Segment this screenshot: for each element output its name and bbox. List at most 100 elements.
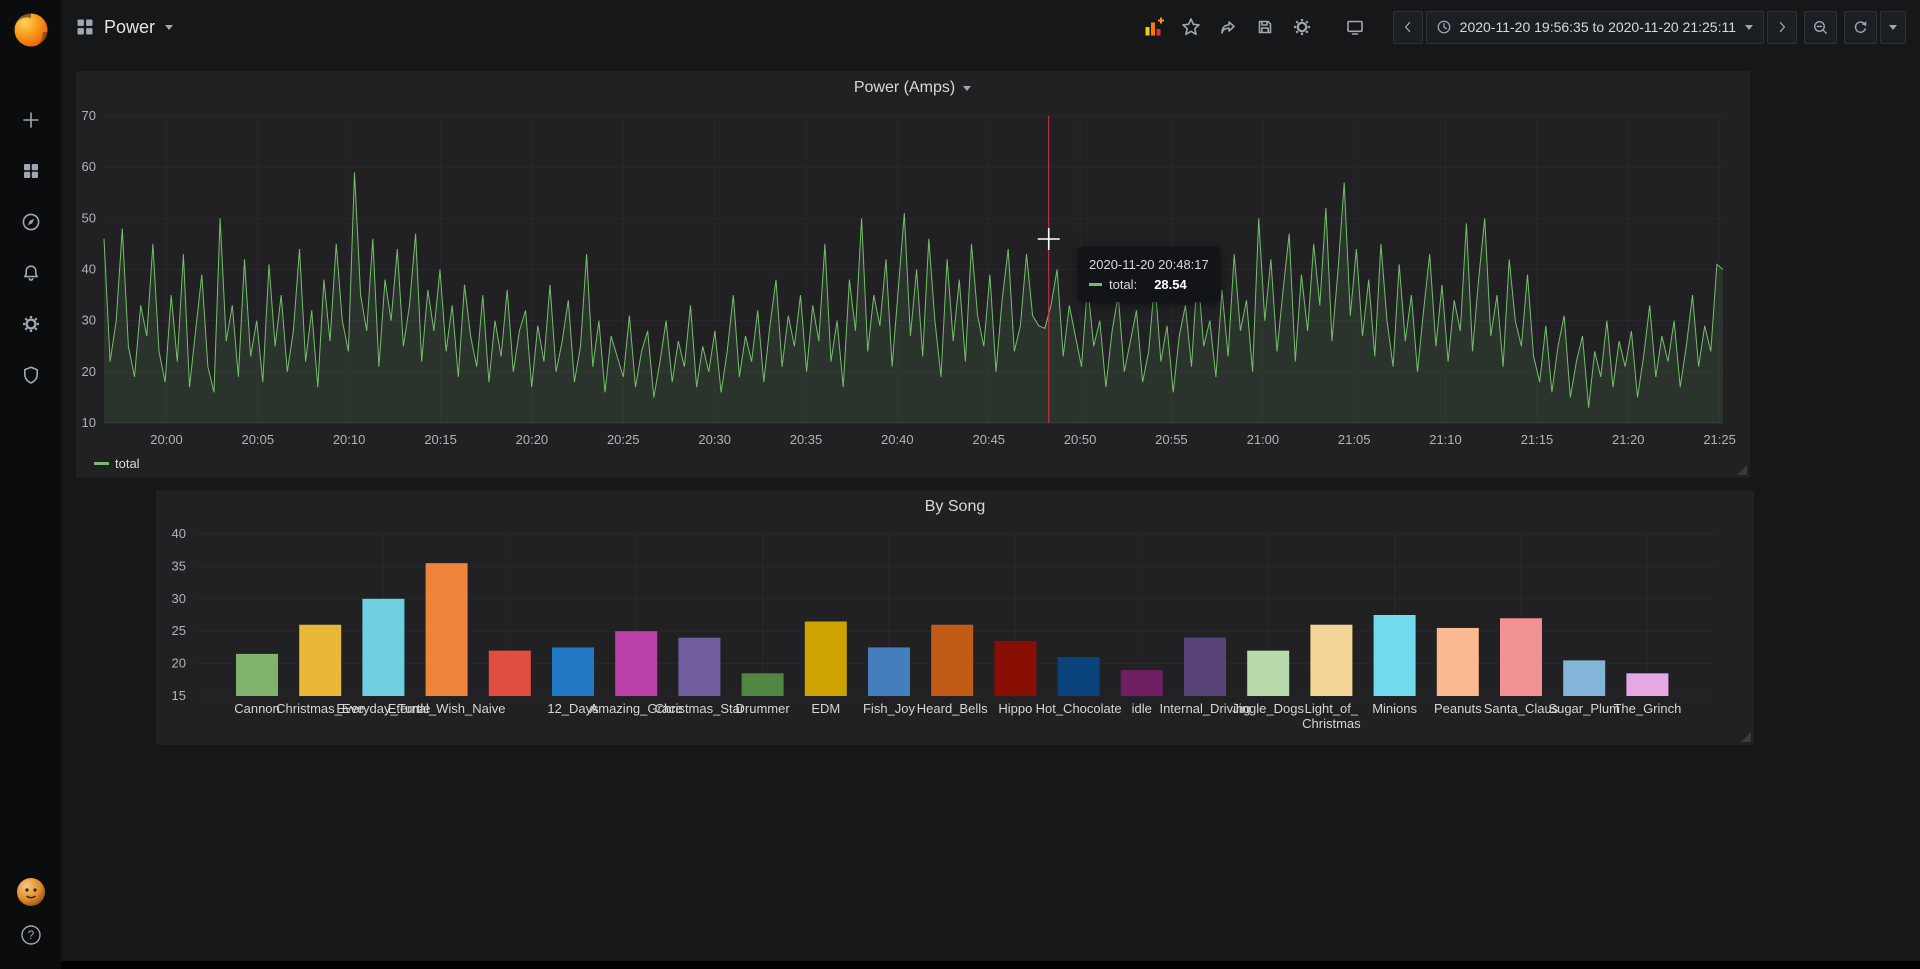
- power-time-series-chart[interactable]: 10 20 30 40 50 60 70 20:00 20:05 20:10 20:15 20:20 2…: [76, 105, 1750, 478]
- svg-text:21:20: 21:20: [1612, 432, 1645, 447]
- panel-power-title[interactable]: Power (Amps): [76, 71, 1750, 105]
- svg-text:20:35: 20:35: [790, 432, 823, 447]
- panel-title-text: By Song: [924, 498, 986, 515]
- svg-text:Amazing_Grace: Amazing_Grace: [590, 701, 683, 716]
- dashboard-picker[interactable]: Power: [75, 17, 174, 38]
- gear-icon: [22, 316, 39, 332]
- svg-text:20:40: 20:40: [881, 432, 914, 447]
- help-button[interactable]: ?: [19, 923, 43, 947]
- svg-text:70: 70: [82, 108, 96, 123]
- share-button[interactable]: [1213, 12, 1243, 42]
- svg-text:21:05: 21:05: [1338, 432, 1371, 447]
- chart-legend: total: [94, 456, 140, 471]
- dashboard-settings-button[interactable]: [1287, 12, 1317, 42]
- series-color-dash: [1089, 282, 1102, 286]
- svg-text:Hot_Chocolate: Hot_Chocolate: [1036, 701, 1122, 716]
- dashboard-title: Power: [104, 16, 156, 37]
- tooltip-timestamp: 2020-11-20 20:48:17: [1089, 257, 1209, 272]
- svg-text:50: 50: [82, 210, 96, 225]
- svg-text:30: 30: [172, 591, 186, 606]
- svg-text:20:30: 20:30: [698, 432, 731, 447]
- panel-by-song: By Song 15 20 25 30 35 40 Cannon Christmas_Eve E…: [156, 490, 1754, 745]
- save-button[interactable]: [1250, 12, 1280, 42]
- svg-text:20:50: 20:50: [1064, 432, 1097, 447]
- svg-text:The_Grinch: The_Grinch: [1613, 701, 1681, 716]
- clock-icon: [1437, 20, 1451, 34]
- cycle-view-button[interactable]: [1340, 12, 1370, 42]
- chart-tooltip: 2020-11-20 20:48:17 total: 28.54: [1078, 247, 1220, 302]
- help-icon: ?: [20, 925, 41, 945]
- zoom-out-button[interactable]: [1804, 10, 1837, 44]
- dashboards-icon: [23, 164, 38, 178]
- share-icon: [1220, 21, 1235, 34]
- svg-text:20:05: 20:05: [242, 432, 275, 447]
- svg-text:21:10: 21:10: [1429, 432, 1462, 447]
- panel-resize-handle[interactable]: [1737, 465, 1747, 475]
- chevron-down-icon: [165, 24, 174, 30]
- svg-text:21:25: 21:25: [1703, 432, 1736, 447]
- svg-text:30: 30: [82, 313, 96, 328]
- svg-text:20:20: 20:20: [516, 432, 549, 447]
- star-button[interactable]: [1176, 12, 1206, 42]
- bell-icon: [23, 265, 38, 281]
- gear-icon: [1293, 19, 1310, 35]
- svg-text:Hippo: Hippo: [998, 701, 1032, 716]
- svg-text:25: 25: [172, 623, 186, 638]
- time-back-button[interactable]: [1392, 10, 1423, 44]
- avatar: [16, 878, 45, 906]
- star-icon: [1181, 18, 1200, 36]
- tv-icon: [1346, 20, 1363, 35]
- svg-text:Christmas_Eve: Christmas_Eve: [276, 701, 364, 716]
- svg-text:60: 60: [82, 159, 96, 174]
- user-avatar[interactable]: [16, 877, 46, 907]
- chevron-down-icon: [1889, 24, 1897, 30]
- sidebar-item-create[interactable]: [19, 108, 43, 132]
- add-panel-icon: [1145, 17, 1164, 36]
- panel-power: Power (Amps) 10 20 30 40 50 60 70 20:00 20:05 20:…: [76, 71, 1750, 478]
- sidebar-item-dashboards[interactable]: [19, 159, 43, 183]
- panel-title-text: Power (Amps): [853, 79, 956, 96]
- grafana-logo[interactable]: [11, 10, 51, 50]
- series-color-dash: [94, 462, 109, 465]
- sidebar-item-server-admin[interactable]: [19, 363, 43, 387]
- svg-text:Internal_Driving: Internal_Driving: [1159, 701, 1250, 716]
- sidebar-item-explore[interactable]: [19, 210, 43, 234]
- svg-text:20:10: 20:10: [333, 432, 366, 447]
- zoom-out-icon: [1814, 20, 1827, 34]
- svg-text:Cannon: Cannon: [234, 701, 280, 716]
- svg-text:idle: idle: [1132, 701, 1152, 716]
- svg-text:35: 35: [172, 558, 186, 573]
- panel-resize-handle[interactable]: [1741, 732, 1751, 742]
- panel-by-song-title[interactable]: By Song: [156, 490, 1754, 524]
- tooltip-value: 28.54: [1154, 276, 1187, 292]
- sidebar-item-alerting[interactable]: [19, 261, 43, 285]
- by-song-bar-chart[interactable]: 15 20 25 30 35 40 CannonChristmas_EveEveryday_…: [156, 520, 1754, 745]
- svg-text:20: 20: [172, 656, 186, 671]
- svg-text:?: ?: [27, 928, 34, 942]
- svg-text:Sugar_Plum: Sugar_Plum: [1548, 701, 1620, 716]
- svg-text:20:15: 20:15: [424, 432, 457, 447]
- svg-text:Drummer: Drummer: [736, 701, 791, 716]
- svg-text:Peanuts: Peanuts: [1434, 701, 1482, 716]
- svg-text:Light_of_Christmas: Light_of_ Christmas: [1302, 701, 1361, 731]
- svg-text:Santa_Claus: Santa_Claus: [1484, 701, 1559, 716]
- compass-icon: [22, 213, 39, 231]
- sidebar-item-configuration[interactable]: [19, 312, 43, 336]
- refresh-interval-dropdown[interactable]: [1880, 10, 1906, 44]
- svg-text:20:00: 20:00: [150, 432, 183, 447]
- svg-text:15: 15: [172, 688, 186, 703]
- svg-text:Fish_Joy: Fish_Joy: [863, 701, 916, 716]
- time-forward-button[interactable]: [1767, 10, 1797, 44]
- svg-text:Heard_Bells: Heard_Bells: [917, 701, 988, 716]
- add-panel-button[interactable]: [1139, 12, 1169, 42]
- tooltip-series-label: total:: [1109, 276, 1138, 292]
- svg-text:21:00: 21:00: [1247, 432, 1280, 447]
- svg-text:Minions: Minions: [1372, 701, 1417, 716]
- refresh-icon: [1854, 20, 1867, 33]
- save-icon: [1258, 20, 1271, 34]
- legend-item-total[interactable]: total: [94, 456, 140, 471]
- time-range-button[interactable]: 2020-11-20 19:56:35 to 2020-11-20 21:25:…: [1425, 10, 1764, 44]
- svg-text:20:25: 20:25: [607, 432, 640, 447]
- refresh-button[interactable]: [1844, 10, 1877, 44]
- svg-text:40: 40: [82, 262, 96, 277]
